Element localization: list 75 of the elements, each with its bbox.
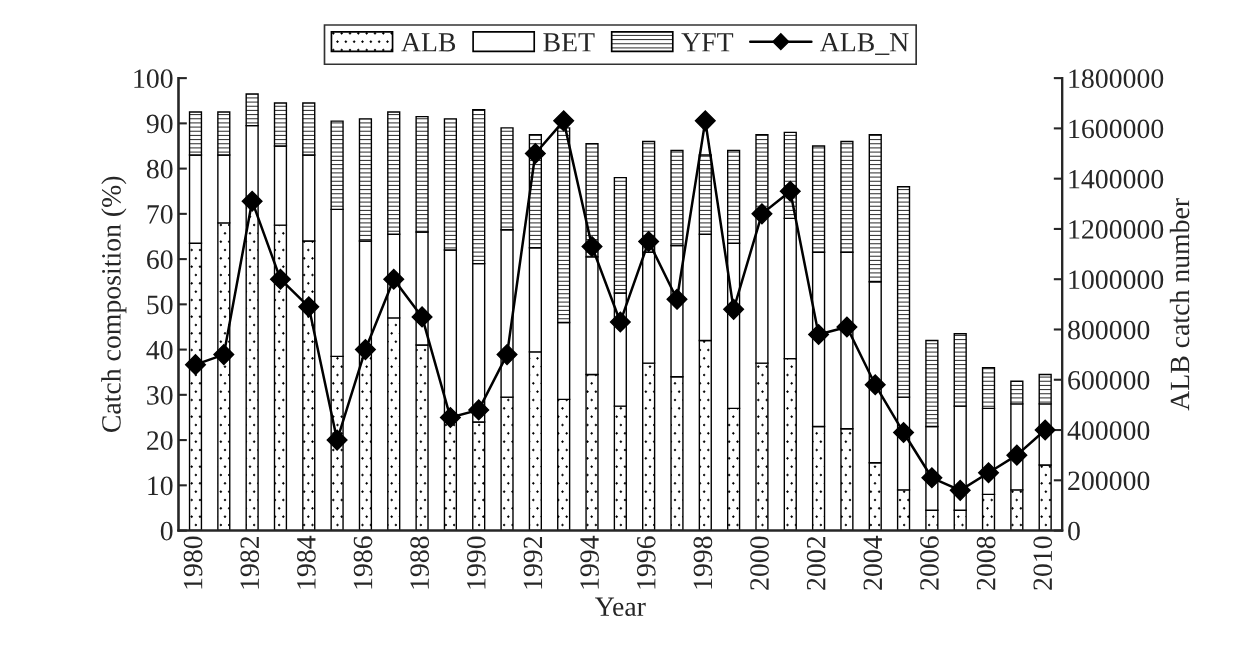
- point: [638, 230, 660, 253]
- point: [808, 323, 830, 346]
- x-tick-label: 2006: [920, 536, 939, 590]
- y-tick-label: 90: [146, 114, 173, 134]
- legend-label: ALB_N: [819, 33, 909, 55]
- y2-tick-label: 800000: [1068, 320, 1150, 340]
- x-tick-label: 1980: [183, 536, 203, 589]
- point: [439, 406, 461, 428]
- y-tick-label: 100: [134, 69, 173, 89]
- y-tick-label: 80: [146, 159, 173, 179]
- legend-label: ALB: [401, 33, 456, 52]
- point: [779, 180, 801, 202]
- point: [1006, 444, 1028, 466]
- x-tick-label: 1990: [466, 536, 486, 589]
- point: [411, 306, 433, 328]
- point: [241, 190, 263, 212]
- point: [468, 399, 490, 421]
- point: [1034, 419, 1056, 441]
- point: [694, 110, 716, 132]
- point: [524, 143, 546, 165]
- point: [836, 316, 858, 338]
- x-axis-title: Year: [595, 597, 646, 617]
- x-tick-label: 1986: [353, 536, 373, 589]
- point: [553, 110, 575, 132]
- point: [184, 354, 207, 376]
- x-tick-label: 1996: [636, 536, 656, 589]
- x-tick-label: 2002: [806, 536, 826, 590]
- y2-tick-label: 1200000: [1069, 220, 1164, 239]
- point: [581, 236, 603, 258]
- legend-label: BET: [543, 33, 595, 52]
- legend-label: YFT: [681, 33, 734, 52]
- x-tick-label: 2008: [976, 536, 996, 590]
- y-axis-title: Catch composition (%): [101, 176, 127, 433]
- point: [298, 296, 320, 318]
- y2-tick-label: 400000: [1067, 421, 1150, 440]
- y-tick-label: 0: [160, 521, 173, 541]
- y-tick-label: 10: [148, 476, 173, 496]
- y-tick-label: 20: [147, 431, 173, 450]
- y2-tick-label: 200000: [1068, 471, 1150, 491]
- point: [723, 298, 745, 320]
- y2-axis-title: ALB catch number: [1169, 198, 1190, 411]
- y-tick-label: 30: [147, 386, 173, 405]
- point: [978, 462, 1000, 484]
- point: [751, 203, 773, 225]
- point: [609, 311, 631, 333]
- x-tick-label: 1992: [523, 536, 543, 589]
- x-tick-label: 2010: [1033, 536, 1053, 590]
- y2-tick-label: 600000: [1068, 370, 1150, 390]
- x-tick-label: 1988: [410, 536, 430, 589]
- point: [893, 422, 915, 444]
- point: [354, 339, 376, 361]
- x-tick-label: 1994: [580, 535, 599, 589]
- y2-tick-label: 0: [1068, 521, 1080, 541]
- x-tick-label: 1982: [240, 536, 260, 589]
- y2-tick-label: 1400000: [1069, 169, 1164, 189]
- x-tick-label: 1984: [296, 535, 316, 589]
- y-tick-label: 50: [147, 295, 173, 315]
- point: [496, 344, 518, 366]
- y2-tick-label: 1800000: [1069, 69, 1164, 89]
- x-tick-label: 2000: [750, 536, 769, 590]
- y-tick-label: 40: [146, 340, 173, 360]
- point: [864, 374, 886, 396]
- x-tick-label: 2004: [863, 535, 883, 590]
- point: [666, 288, 688, 310]
- point: [949, 479, 971, 501]
- point: [213, 344, 235, 366]
- y2-tick-label: 1600000: [1069, 119, 1164, 139]
- y-tick-label: 60: [147, 250, 173, 270]
- y2-tick-label: 1000000: [1069, 270, 1164, 290]
- point: [269, 268, 291, 290]
- y-tick-label: 70: [147, 205, 173, 224]
- point: [326, 429, 348, 451]
- point: [921, 467, 943, 489]
- x-tick-label: 1998: [693, 536, 713, 589]
- point: [383, 268, 405, 290]
